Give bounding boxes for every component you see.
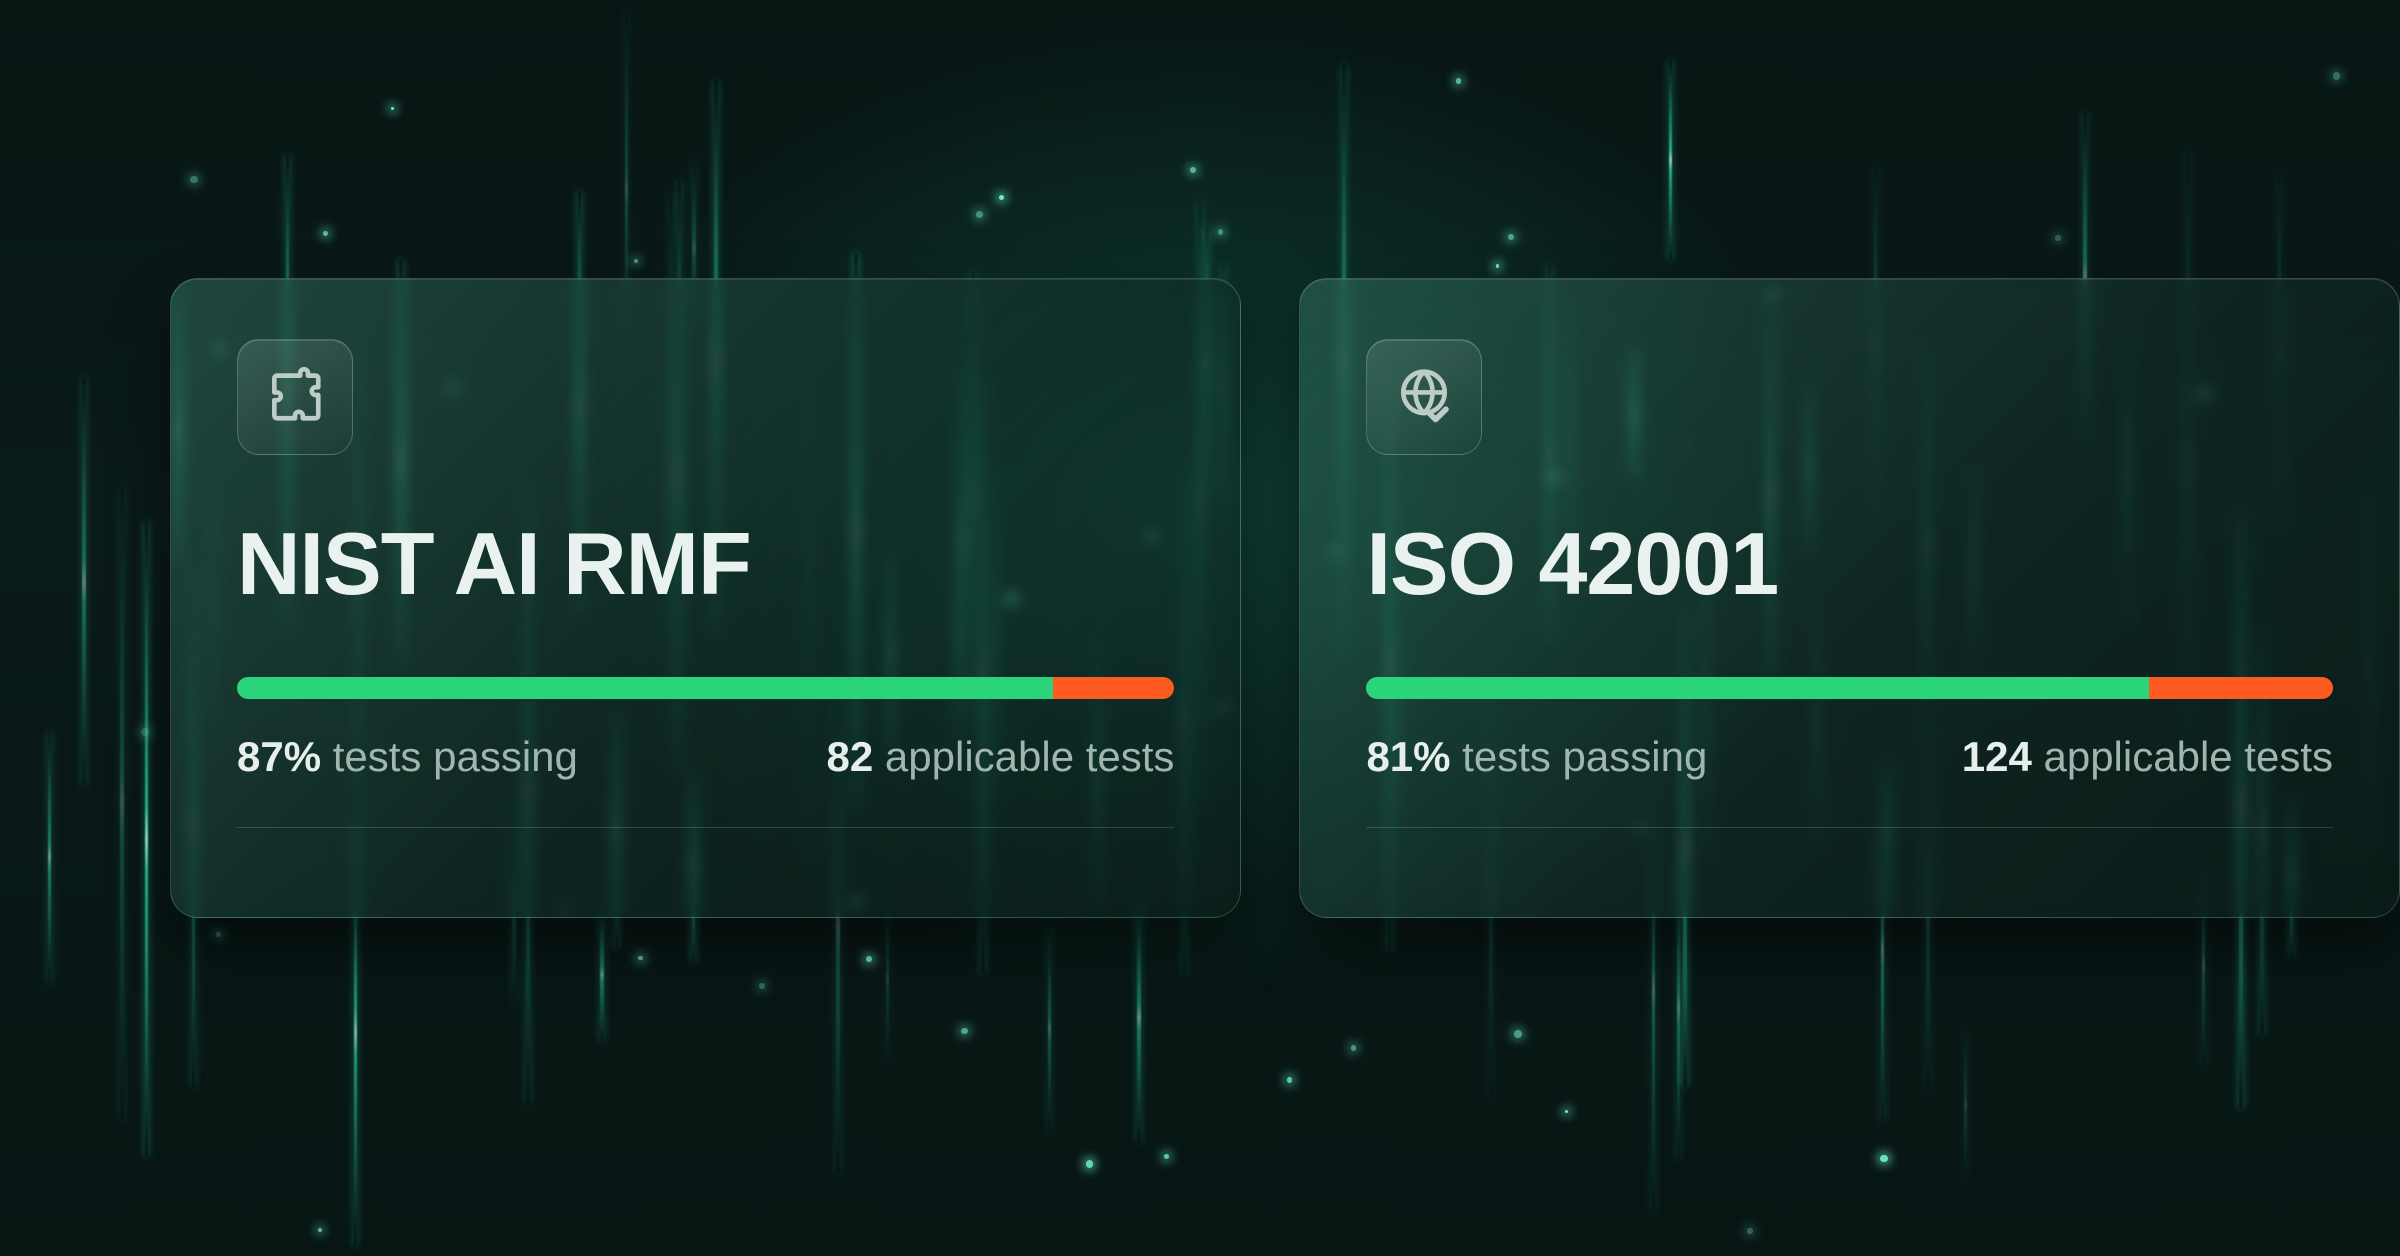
card-icon-tile [1366,339,1482,455]
card-title: ISO 42001 [1366,513,2333,615]
compliance-card-iso[interactable]: ISO 42001 81% tests passing 124 applicab… [1299,278,2400,918]
passing-percent: 87% [237,733,321,780]
compliance-card-nist[interactable]: NIST AI RMF 87% tests passing 82 applica… [170,278,1241,918]
globe-check-icon [1393,364,1455,431]
applicable-stat: 82 applicable tests [827,733,1175,781]
puzzle-icon [264,364,326,431]
applicable-count: 124 [1962,733,2032,780]
applicable-label: applicable tests [2043,733,2333,780]
passing-label: tests passing [1462,733,1707,780]
progress-bar [1366,677,2333,699]
applicable-label: applicable tests [885,733,1175,780]
card-divider [1366,827,2333,828]
card-stats: 81% tests passing 124 applicable tests [1366,733,2333,781]
applicable-stat: 124 applicable tests [1962,733,2333,781]
card-icon-tile [237,339,353,455]
applicable-count: 82 [827,733,874,780]
passing-percent: 81% [1366,733,1450,780]
progress-bar [237,677,1174,699]
cards-row: NIST AI RMF 87% tests passing 82 applica… [170,278,2400,918]
passing-stat: 81% tests passing [1366,733,1707,781]
card-stats: 87% tests passing 82 applicable tests [237,733,1174,781]
progress-pass-segment [1366,677,2149,699]
card-divider [237,827,1174,828]
progress-pass-segment [237,677,1053,699]
passing-label: tests passing [333,733,578,780]
passing-stat: 87% tests passing [237,733,578,781]
card-title: NIST AI RMF [237,513,1174,615]
